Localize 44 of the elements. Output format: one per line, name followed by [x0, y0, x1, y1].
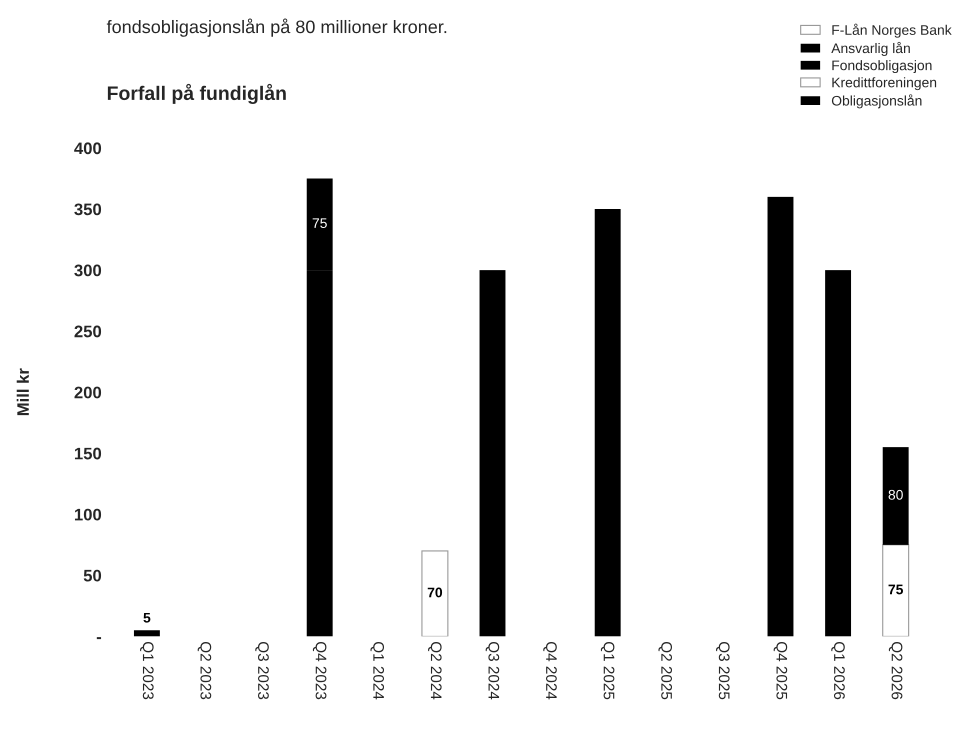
bar — [882, 447, 909, 545]
x-tick-label: Q1 2024 — [370, 642, 384, 700]
data-label: 70 — [428, 588, 442, 598]
legend-label: Kredittforeningen — [832, 77, 936, 90]
data-label: 80 — [888, 490, 903, 500]
x-tick-label: Q4 2024 — [543, 642, 557, 700]
text: fondsobligasjonslån på 80 millioner kroner. — [106, 18, 446, 37]
x-tick-label: Q4 2025 — [774, 642, 788, 700]
data-label: 75 — [312, 218, 327, 228]
y-tick-label: 350 — [74, 203, 102, 216]
y-tick-label: 50 — [84, 570, 102, 582]
x-tick-label: Q1 2025 — [600, 642, 614, 700]
x-tick-label: Q1 2026 — [831, 642, 845, 700]
x-tick-label: Q4 2023 — [312, 642, 326, 700]
y-tick-label: 300 — [74, 264, 102, 276]
x-tick-label: Q2 2024 — [428, 642, 442, 700]
data-label: 5 — [143, 612, 150, 623]
x-tick-label: Q3 2025 — [716, 642, 730, 700]
x-tick-label: Q1 2023 — [140, 642, 154, 700]
chart-title: Forfall på fundiglån — [108, 84, 286, 104]
y-tick-label: 400 — [74, 142, 102, 154]
x-tick-label: Q3 2023 — [255, 642, 269, 700]
x-tick-label: Q2 2025 — [658, 642, 672, 700]
bar — [421, 550, 448, 636]
y-tick-label: 250 — [74, 326, 102, 338]
y-tick-label: 100 — [74, 508, 102, 521]
legend-label: Fondsobligasjon — [832, 60, 932, 74]
x-tick-label: Q3 2024 — [486, 642, 500, 700]
bar — [768, 196, 794, 636]
y-axis-title: Mill kr — [16, 368, 29, 416]
legend-label: Obligasjonslån — [832, 94, 922, 108]
data-label: 75 — [888, 584, 904, 594]
y-tick-label: 150 — [74, 448, 102, 460]
y-tick-label: - — [96, 637, 102, 640]
x-tick-label: Q2 2023 — [198, 642, 212, 700]
legend-label: F-Lån Norges Bank — [832, 24, 952, 38]
bar — [480, 270, 506, 636]
legend-label: Ansvarlig lån — [831, 42, 910, 56]
bar — [882, 544, 910, 636]
y-tick-label: 200 — [74, 386, 102, 398]
bar — [825, 270, 852, 636]
bar — [134, 630, 160, 636]
bar — [594, 209, 621, 636]
x-tick-label: Q2 2026 — [888, 642, 902, 700]
